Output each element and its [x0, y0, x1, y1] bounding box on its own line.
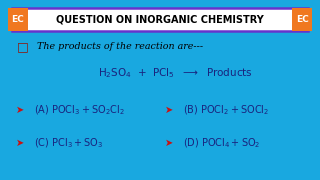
Text: ➤: ➤: [16, 105, 24, 115]
Text: (B) $\mathrm{POCl_2 + SOCl_2}$: (B) $\mathrm{POCl_2 + SOCl_2}$: [183, 103, 269, 117]
Text: The products of the reaction are---: The products of the reaction are---: [37, 42, 203, 51]
Text: EC: EC: [296, 15, 308, 24]
Text: QUESTION ON INORGANIC CHEMISTRY: QUESTION ON INORGANIC CHEMISTRY: [56, 14, 264, 24]
FancyBboxPatch shape: [292, 8, 312, 31]
Text: ➤: ➤: [164, 105, 173, 115]
Text: ➤: ➤: [164, 138, 173, 148]
Text: (C) $\mathrm{PCl_3 + SO_3}$: (C) $\mathrm{PCl_3 + SO_3}$: [34, 136, 103, 150]
Text: EC: EC: [12, 15, 24, 24]
Text: (D) $\mathrm{POCl_4 + SO_2}$: (D) $\mathrm{POCl_4 + SO_2}$: [183, 136, 260, 150]
FancyBboxPatch shape: [8, 8, 28, 31]
Text: □: □: [17, 40, 29, 53]
Text: ➤: ➤: [16, 138, 24, 148]
Text: (A) $\mathrm{POCl_3 + SO_2Cl_2}$: (A) $\mathrm{POCl_3 + SO_2Cl_2}$: [34, 103, 125, 117]
Text: $\mathrm{H_2SO_4}$  +  $\mathrm{PCl_5}$  $\longrightarrow$  Products: $\mathrm{H_2SO_4}$ + $\mathrm{PCl_5}$ $\…: [98, 67, 252, 80]
FancyBboxPatch shape: [12, 8, 308, 31]
